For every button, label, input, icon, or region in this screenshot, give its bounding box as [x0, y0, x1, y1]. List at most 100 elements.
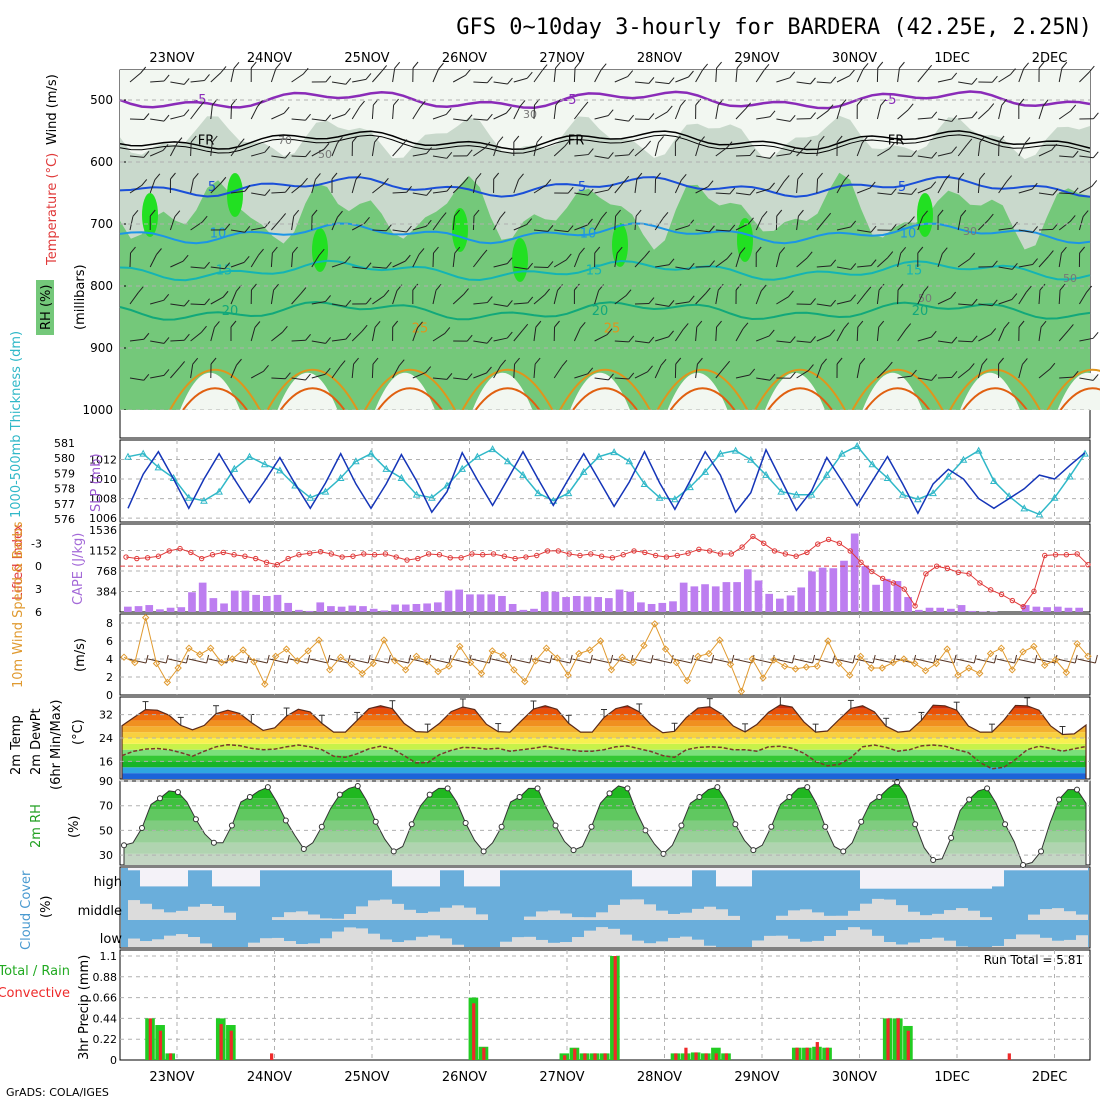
wind-barb-flag: [140, 66, 147, 74]
wind-barb-flag: [271, 246, 278, 254]
cloud-bar: [836, 930, 848, 947]
wind-barb-flag: [861, 136, 868, 144]
cape-bar: [316, 602, 325, 612]
wind-barb: [915, 658, 934, 664]
wind-barb-flag: [204, 261, 210, 269]
wind-barb: [553, 259, 567, 268]
cloud-bar: [620, 899, 632, 920]
li-point: [328, 551, 335, 557]
wind-barb: [756, 377, 771, 381]
wind-barb-flag: [729, 187, 736, 195]
wind-barb: [897, 375, 912, 379]
wind-barb: [432, 333, 446, 342]
precip-conv-bar: [906, 1030, 910, 1060]
wind-point: [304, 647, 312, 655]
date-label-top: 24NOV: [247, 51, 292, 66]
wind-barb-flag: [185, 654, 189, 664]
wind-barb: [150, 80, 165, 83]
wind-barb-flag: [143, 332, 150, 340]
cape-bar: [241, 590, 250, 612]
cloud-bar: [704, 906, 716, 920]
wind-barb-flag: [393, 98, 399, 106]
wind-barb: [1077, 658, 1096, 664]
wind-barb-flag: [610, 654, 614, 664]
cloud-high-bar: [452, 868, 464, 871]
rh-label: 30: [523, 108, 537, 121]
li-point: [198, 555, 205, 562]
rh-tick: 30: [99, 849, 113, 862]
cloud-bar: [188, 906, 200, 920]
wind-barb-flag: [644, 250, 651, 258]
date-label-bottom: 1DEC: [934, 1070, 970, 1085]
wind-barb: [998, 299, 1013, 305]
wind-barb: [230, 104, 233, 120]
cloud-bar: [932, 937, 944, 947]
wind-barb: [291, 293, 302, 305]
wind-barb: [574, 107, 584, 120]
wind-barb-flag: [145, 654, 149, 664]
cloud-bar: [848, 910, 860, 920]
li-point: [631, 548, 637, 554]
wind-barb-flag: [992, 260, 998, 268]
wind-barb-flag: [680, 99, 686, 107]
wind-barb-flag: [466, 114, 473, 122]
wind-barb-flag: [870, 259, 877, 266]
wind-barb: [614, 118, 629, 122]
rh-point: [462, 820, 469, 826]
wind-point: [596, 637, 605, 645]
wind-point: [910, 659, 919, 668]
wind-barb: [190, 179, 194, 194]
wind-barb: [210, 327, 215, 342]
wind-barb-flag: [497, 136, 504, 144]
wind-barb-flag: [541, 64, 548, 71]
wind-barb: [331, 142, 338, 157]
cloud-high-bar: [824, 868, 836, 871]
wind-barb: [250, 106, 258, 120]
wind-barb-flag: [1006, 175, 1013, 182]
wind-barb: [735, 253, 741, 268]
wind-barb-flag: [941, 247, 948, 254]
wind-point: [564, 671, 572, 679]
wind-barb: [473, 118, 488, 121]
wind-barb-flag: [731, 654, 735, 664]
isotherm-30: [1059, 387, 1100, 411]
wind-barb-flag: [398, 359, 405, 366]
cape-tick: 768: [96, 565, 117, 578]
cloud-high-bar: [608, 868, 620, 871]
isotherm-label: FR: [198, 133, 215, 148]
wind-barb-flag: [1052, 188, 1059, 196]
wind-barb: [170, 81, 185, 85]
wind-barb: [149, 179, 156, 194]
wind-barb-flag: [162, 144, 169, 151]
wind-barb: [127, 658, 147, 664]
wind-barb-flag: [486, 76, 493, 84]
wind-barb: [816, 335, 830, 342]
wind-barb-flag: [222, 290, 229, 298]
li-point: [523, 554, 529, 560]
wind-barb-flag: [688, 219, 695, 227]
cloud-bar: [1028, 914, 1040, 920]
wind-barb: [735, 223, 749, 231]
wind-barb-flag: [408, 654, 412, 664]
wind-barb: [877, 257, 889, 268]
wind-barb-flag: [1021, 358, 1028, 365]
wind-barb-flag: [877, 61, 884, 69]
cloud-high-bar: [968, 868, 980, 889]
wind-barb: [533, 294, 545, 305]
isotherm-30: [864, 387, 931, 411]
wind-barb: [331, 338, 346, 342]
wind-barb-flag: [998, 357, 1004, 365]
wind-barb: [311, 179, 316, 194]
precip-conv-bar: [805, 1047, 809, 1060]
wind-barb: [430, 658, 450, 664]
cape-bar: [273, 594, 282, 612]
thickness-point: [397, 473, 406, 481]
wind-barb: [371, 327, 376, 342]
rh-point: [714, 784, 721, 791]
wind-barb: [412, 225, 427, 231]
wind-barb-flag: [305, 333, 311, 341]
wind-barb-flag: [1049, 362, 1056, 370]
wind-barb: [774, 658, 793, 664]
wind-point: [900, 655, 908, 663]
